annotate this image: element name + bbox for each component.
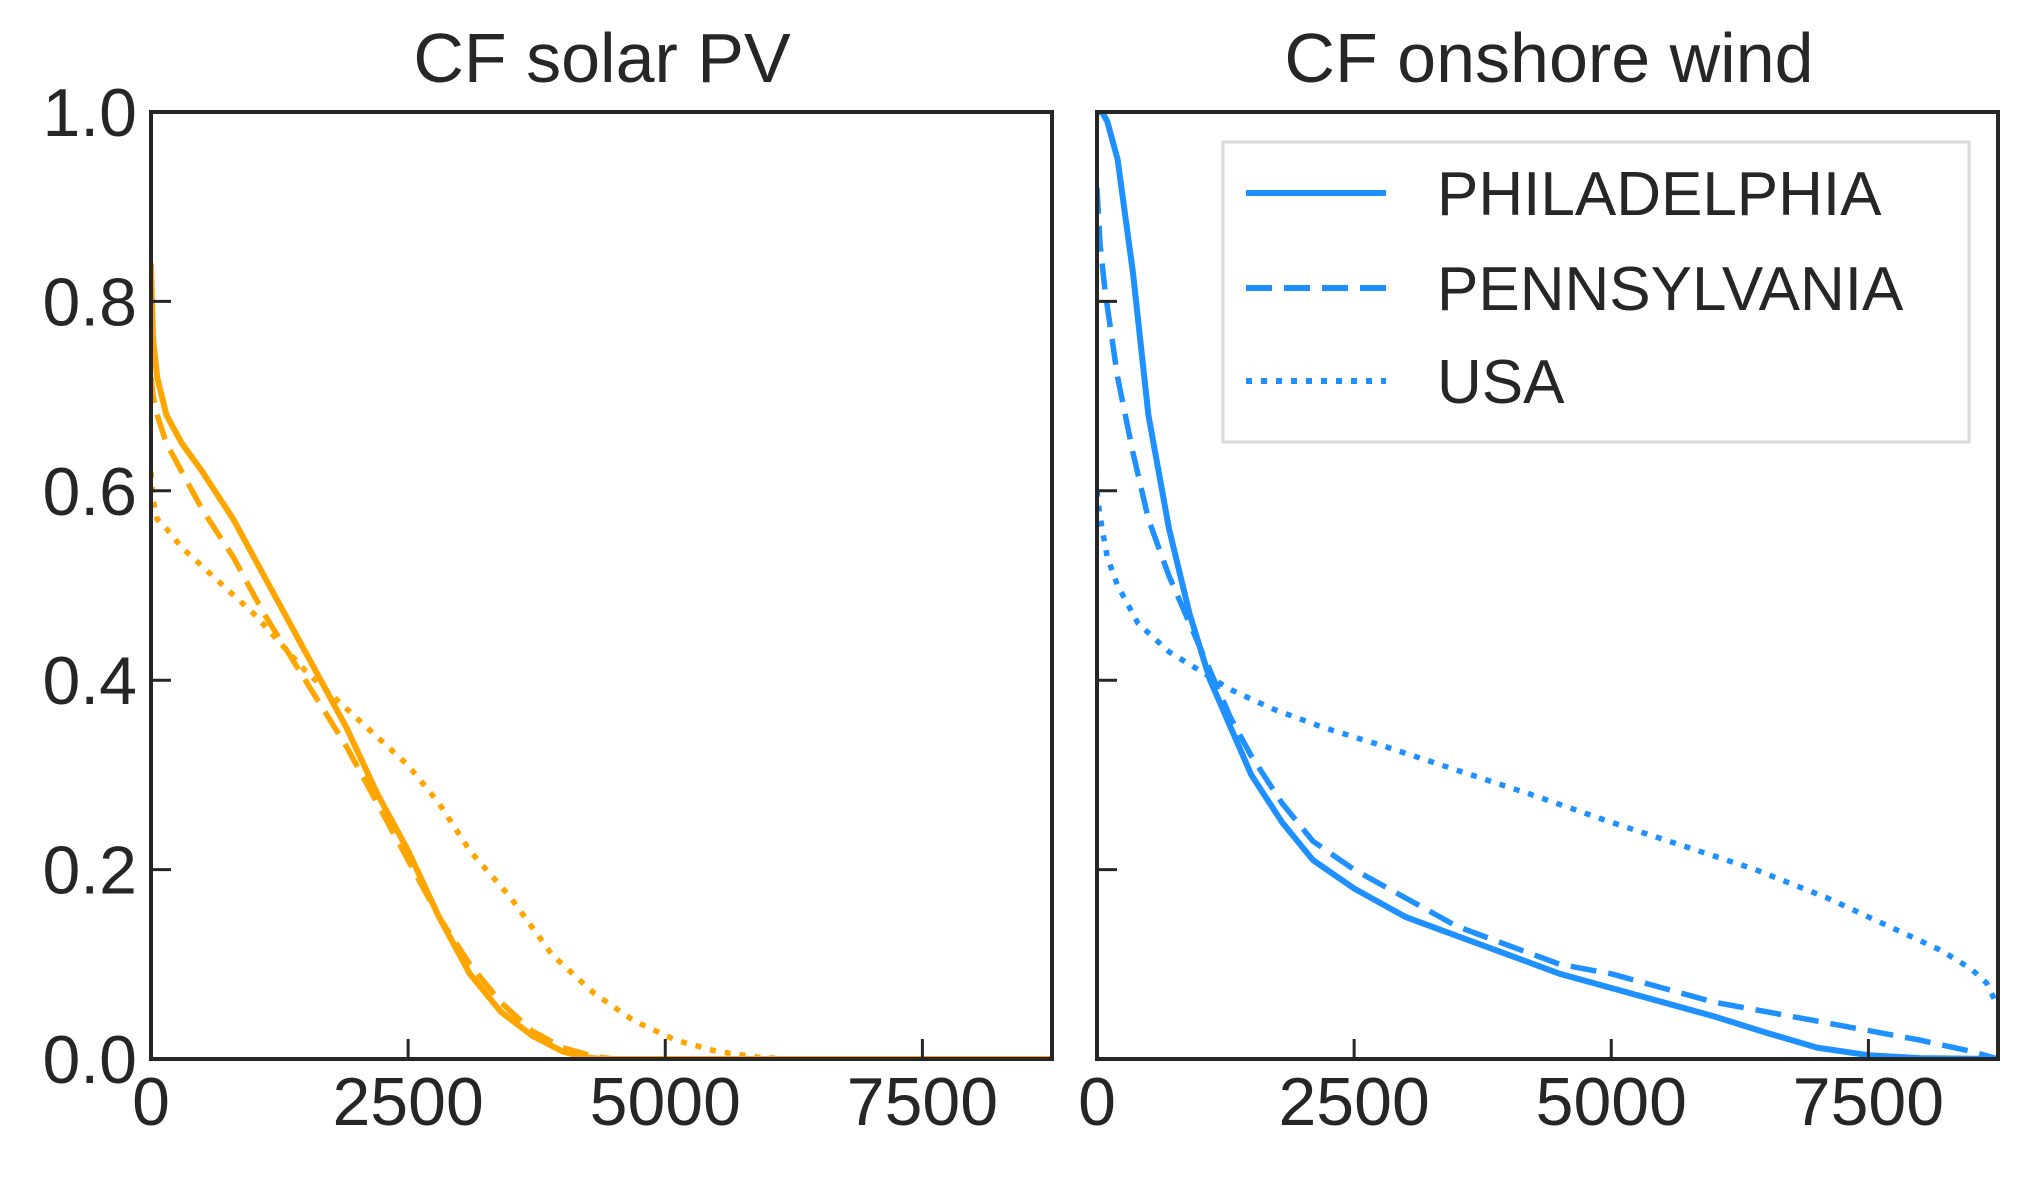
x-tick-label: 5000 xyxy=(1536,1064,1687,1140)
y-tick-label: 0.2 xyxy=(42,833,137,909)
x-tick-label: 0 xyxy=(1078,1064,1116,1140)
legend-label-pennsylvania: PENNSYLVANIA xyxy=(1437,255,1904,324)
legend-label-usa: USA xyxy=(1437,348,1565,417)
x-tick-label: 2500 xyxy=(332,1064,483,1140)
axes-frame xyxy=(1095,110,2000,1061)
x-tick-label: 7500 xyxy=(1793,1064,1944,1140)
axes: 0 2500 5000 7500 xyxy=(1078,110,2000,1140)
y-tick-label: 0.8 xyxy=(42,264,137,340)
x-tick-label: 2500 xyxy=(1278,1064,1429,1140)
axes: 0 2500 5000 7500 0.0 0.2 0.4 0.6 0.8 1.0 xyxy=(42,75,1054,1140)
x-tick-label: 0 xyxy=(132,1064,170,1140)
plot-area xyxy=(1097,112,1998,1059)
plot-area xyxy=(151,263,1052,1059)
legend: PHILADELPHIA PENNSYLVANIA USA xyxy=(1221,140,1971,444)
series-line-pennsylvania xyxy=(1097,187,1998,1059)
panel-title: CF solar PV xyxy=(413,19,791,97)
legend-label-philadelphia: PHILADELPHIA xyxy=(1437,160,1882,229)
axes-frame xyxy=(149,110,1054,1061)
x-tick-label: 5000 xyxy=(590,1064,741,1140)
y-tick-label: 0.6 xyxy=(42,454,137,530)
series-line-philadelphia xyxy=(1097,112,1998,1059)
series-line-philadelphia xyxy=(151,263,1052,1059)
panel-title: CF onshore wind xyxy=(1284,19,1813,97)
y-tick-label: 0.4 xyxy=(42,643,137,719)
panel-solar-pv: CF solar PV 0 2500 5000 7500 0.0 0.2 0.4 0.6 0.8… xyxy=(42,19,1054,1140)
x-tick-label: 7500 xyxy=(847,1064,998,1140)
y-tick-label: 1.0 xyxy=(42,75,137,151)
panel-onshore-wind: CF onshore wind 0 2500 5000 7500 PHILADELPH… xyxy=(1078,19,2000,1140)
y-tick-label: 0.0 xyxy=(42,1022,137,1098)
